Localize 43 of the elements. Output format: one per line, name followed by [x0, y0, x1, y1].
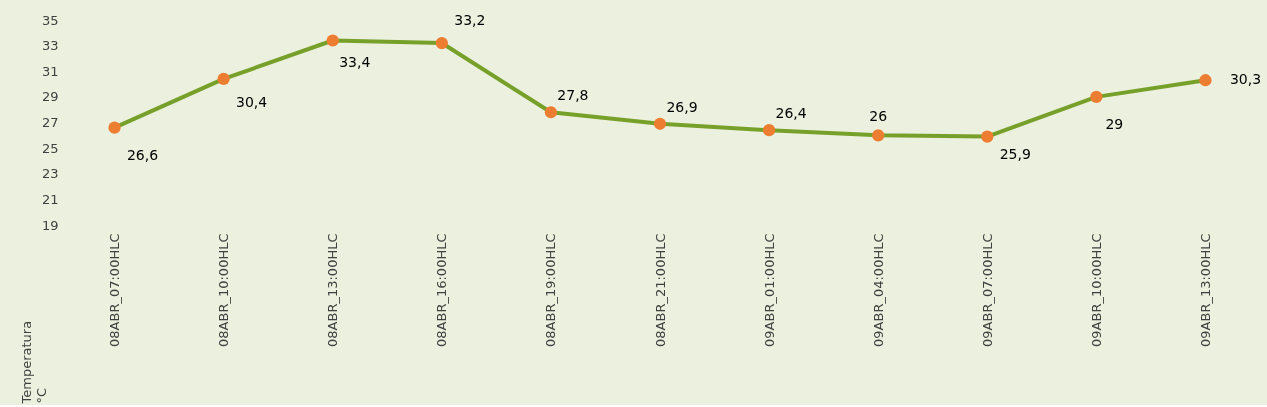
- y-tick-label: 27: [41, 115, 59, 130]
- point: [653, 117, 667, 130]
- point: [217, 72, 230, 86]
- x-tick-label: 08ABR_07:00HLC: [107, 233, 123, 347]
- x-tick-label: 08ABR_21:00HLC: [652, 233, 668, 347]
- data-label: 25,9: [999, 145, 1031, 162]
- point: [762, 124, 776, 137]
- point: [108, 121, 121, 134]
- y-tick-label: 29: [41, 89, 59, 105]
- data-label: 30,3: [1229, 71, 1262, 88]
- data-label: 30,4: [236, 93, 268, 110]
- y-tick-label: 23: [41, 166, 59, 182]
- y-tick-label: 33: [41, 38, 59, 54]
- x-tick-label: 09ABR_04:00HLC: [870, 233, 886, 347]
- y-tick-label: 19: [41, 217, 59, 233]
- x-tick-label: 09ABR_07:00HLC: [979, 233, 995, 347]
- data-label: 33,4: [339, 53, 371, 70]
- data-label: 26,4: [775, 105, 807, 122]
- data-label: 27,8: [557, 87, 589, 104]
- point: [872, 129, 885, 142]
- point: [1090, 90, 1103, 103]
- point: [981, 130, 994, 143]
- data-label: 29: [1105, 115, 1124, 132]
- x-tick-label: 09ABR_13:00HLC: [1197, 233, 1213, 347]
- y-axis-title: Temperatura °C: [18, 320, 49, 405]
- y-tick-label: 31: [41, 63, 59, 79]
- y-tick-label: 35: [41, 12, 59, 28]
- y-tick-label: 25: [41, 140, 59, 156]
- data-label: 33,2: [454, 12, 486, 29]
- data-label: 26,9: [666, 98, 698, 115]
- x-tick-label: 08ABR_10:00HLC: [216, 233, 232, 347]
- x-tick-label: 08ABR_19:00HLC: [543, 233, 559, 347]
- x-tick-label: 09ABR_10:00HLC: [1088, 233, 1104, 347]
- data-label: 26,6: [126, 146, 159, 163]
- point: [1199, 74, 1212, 87]
- point: [326, 34, 339, 47]
- point: [544, 106, 558, 119]
- point: [435, 36, 448, 50]
- x-tick-label: 08ABR_16:00HLC: [434, 233, 450, 347]
- data-label: 26: [869, 108, 888, 125]
- x-tick-label: 09ABR_01:00HLC: [761, 233, 777, 347]
- y-tick-label: 21: [41, 191, 59, 207]
- x-tick-label: 08ABR_13:00HLC: [325, 233, 341, 347]
